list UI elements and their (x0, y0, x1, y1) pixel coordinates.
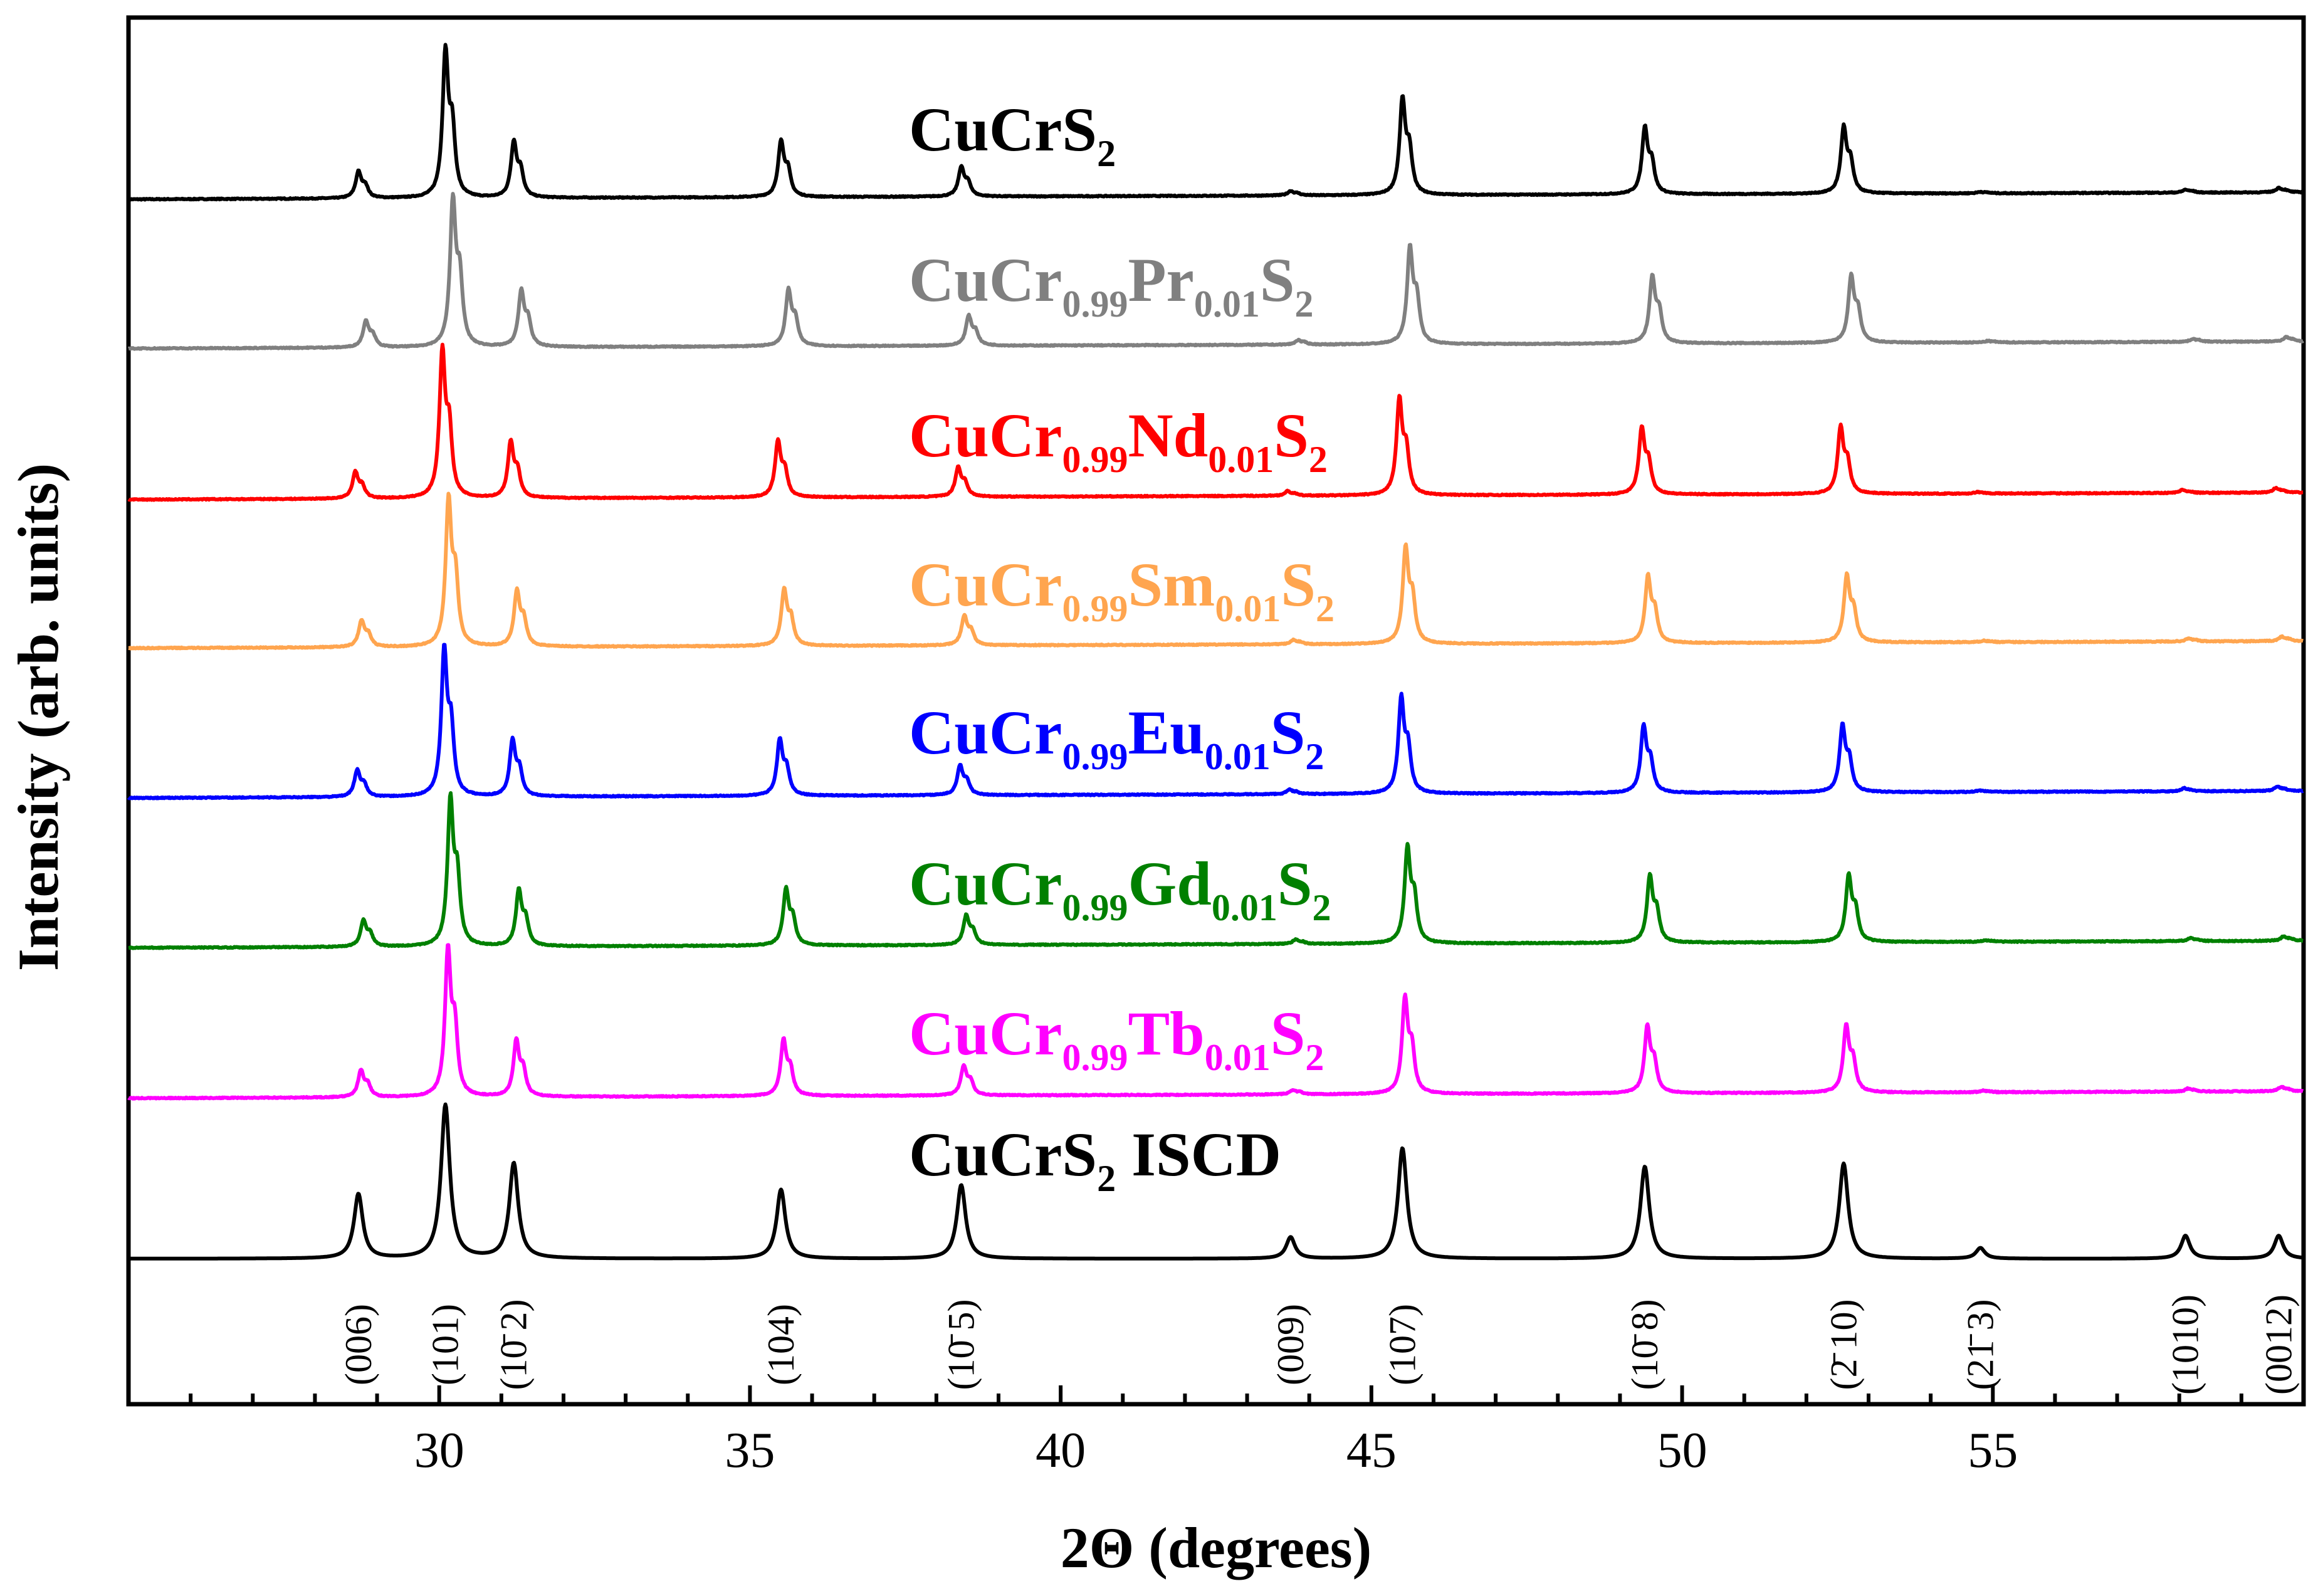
xrd-trace (127, 192, 2305, 351)
x-axis-title: 2Θ (degrees) (1061, 1516, 1371, 1580)
series-label: CuCrS2 (909, 95, 1116, 174)
miller-index-label: (101) (425, 1304, 466, 1385)
miller-index-label: (2̄ 10) (1823, 1299, 1864, 1390)
plot-area (126, 15, 2306, 1407)
xrd-trace (127, 791, 2304, 950)
series-label: CuCr0.99Nd0.01S2 (909, 401, 1328, 480)
x-tick-label: 30 (414, 1423, 464, 1478)
series-label: CuCr0.99Eu0.01S2 (909, 698, 1324, 777)
series-label: CuCr0.99Gd0.01S2 (909, 849, 1331, 928)
miller-index-label: (1010) (2165, 1294, 2206, 1395)
x-tick-label: 40 (1036, 1423, 1086, 1478)
miller-index-label: (006) (338, 1304, 379, 1385)
miller-index-label: (21̄ 3) (1959, 1299, 2001, 1390)
x-axis: 30 35 40 45 50 55 (189, 1385, 2243, 1478)
miller-index-label: (10̄ 8) (1624, 1299, 1665, 1390)
miller-index-label: (009) (1270, 1304, 1311, 1385)
x-tick-label: 45 (1346, 1423, 1397, 1478)
miller-index-label: (10̄ 2) (493, 1299, 535, 1390)
series-label: CuCr0.99Tb0.01S2 (909, 999, 1324, 1078)
series-label: CuCr0.99Pr0.01S2 (909, 245, 1314, 325)
x-tick-label: 55 (1968, 1423, 2018, 1478)
plot-frame (126, 15, 2306, 1407)
xrd-trace (127, 643, 2304, 801)
miller-index-labels: (006) (101) (10̄ 2) (104) (10̄ 5) (009) (107) (… (338, 1294, 2300, 1395)
xrd-trace (127, 943, 2304, 1101)
y-axis-title: Intensity (arb. units) (6, 463, 70, 971)
x-tick-label: 35 (725, 1423, 775, 1478)
series-traces (127, 43, 2305, 1261)
series-label: CuCrS2 ISCD (909, 1120, 1281, 1199)
xrd-trace (127, 491, 2304, 651)
xrd-trace (127, 43, 2304, 202)
xrd-trace (127, 1102, 2304, 1261)
miller-index-label: (107) (1382, 1304, 1423, 1385)
series-label: CuCr0.99Sm0.01S2 (909, 550, 1335, 629)
miller-index-label: (104) (760, 1304, 802, 1385)
xrd-trace (127, 342, 2304, 502)
x-tick-label: 50 (1657, 1423, 1707, 1478)
miller-index-label: (0012) (2258, 1294, 2299, 1395)
series-labels: CuCrS2 CuCr0.99Pr0.01S2 CuCr0.99Nd0.01S2 Cu… (909, 95, 1335, 1199)
miller-index-label: (10̄ 5) (941, 1299, 982, 1390)
